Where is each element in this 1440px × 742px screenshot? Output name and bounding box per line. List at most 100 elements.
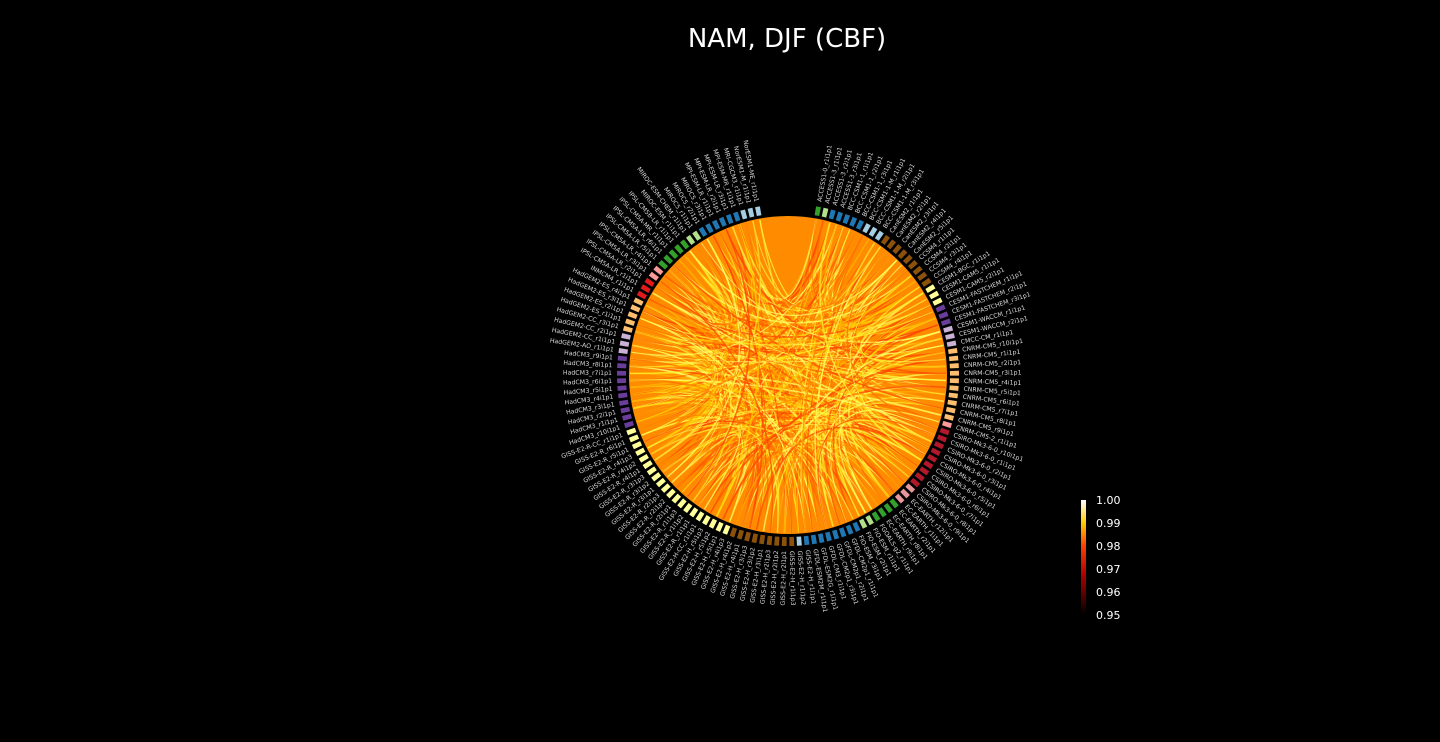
ring-segment — [644, 277, 655, 287]
ring-segment — [947, 399, 957, 406]
ring-segment — [917, 271, 928, 281]
ring-segment — [774, 536, 780, 546]
ring-segment — [736, 529, 744, 540]
ring-segment — [947, 348, 958, 355]
ring-segment — [715, 521, 724, 532]
ring-segment — [940, 318, 951, 326]
ring-segment — [814, 206, 821, 217]
ring-segment — [733, 211, 741, 222]
ring-segment — [821, 207, 829, 218]
ring-segment — [868, 226, 878, 237]
ring-segment — [638, 454, 649, 463]
ring-segment — [698, 226, 708, 237]
member-label: CNRM-CM5_r4i1p1 — [964, 378, 1022, 387]
ring-segment — [858, 518, 868, 529]
ring-segment — [930, 447, 941, 457]
ring-segment — [894, 493, 905, 504]
chord-link — [742, 451, 793, 534]
member-label: HadCM3_r8i1p1 — [563, 360, 612, 370]
colorbar-tick-label: 0.98 — [1096, 540, 1121, 553]
chord-link — [671, 438, 769, 532]
ring-segment — [810, 534, 817, 545]
member-label: GISS-E2-H_r1i1p3 — [788, 551, 796, 606]
colorbar-tick-label: 0.95 — [1096, 609, 1121, 622]
ring-segment — [640, 284, 651, 293]
ring-segment — [744, 531, 751, 542]
ring-segment — [877, 507, 887, 518]
chord-link — [673, 264, 879, 506]
ring-segment — [938, 311, 949, 320]
ring-segment — [668, 249, 679, 260]
ring-segment — [722, 524, 731, 535]
ring-segment — [914, 472, 925, 482]
member-label: CNRM-CM5_r3i1p1 — [964, 369, 1022, 377]
chord-link — [656, 286, 752, 525]
ring-segment — [927, 454, 938, 463]
ring-segment — [838, 527, 847, 538]
chord-link — [713, 235, 767, 530]
chord-link — [639, 414, 792, 534]
ring-segment — [686, 234, 696, 245]
chord-link — [811, 219, 933, 331]
ring-segment — [679, 239, 690, 250]
ring-segment — [949, 370, 960, 376]
chord-link — [631, 351, 944, 402]
ring-segment — [907, 260, 918, 270]
chord-link — [797, 250, 887, 533]
ring-segment — [883, 502, 893, 514]
ring-segment — [880, 234, 890, 245]
chord-link — [652, 292, 935, 436]
chord-link — [640, 311, 934, 346]
ring-segment — [932, 297, 943, 306]
ring-segment — [642, 460, 653, 470]
chord-link — [849, 265, 925, 455]
ring-segment — [618, 392, 628, 399]
ring-segment — [636, 290, 647, 300]
ring-segment — [912, 265, 923, 276]
ring-segment — [740, 209, 748, 220]
ring-segment — [845, 524, 854, 535]
chord-link — [630, 304, 714, 368]
chord-link — [636, 331, 713, 423]
chord-link — [632, 286, 920, 403]
ring-segment — [630, 304, 641, 313]
ring-segment — [617, 370, 627, 376]
chord-link — [716, 224, 760, 517]
ring-segment — [902, 254, 913, 265]
ring-segment — [695, 511, 705, 522]
ring-segment — [617, 363, 627, 369]
ring-segment — [943, 325, 954, 333]
ring-segment — [948, 392, 958, 399]
chord-link — [630, 379, 724, 488]
chord-link — [838, 409, 940, 513]
chord-link — [660, 280, 774, 533]
chord-link — [631, 345, 944, 363]
ring-segment — [692, 230, 702, 241]
ring-segment — [910, 477, 921, 488]
chord-link — [716, 222, 831, 517]
ring-segment — [852, 521, 861, 532]
ring-segment — [781, 536, 787, 546]
ring-segment — [625, 318, 636, 326]
ring-segment — [936, 434, 948, 443]
chord-link — [631, 390, 721, 478]
ring-segment — [646, 466, 657, 476]
member-label: HadCM3_r9i1p1 — [564, 350, 614, 362]
chord-link — [632, 292, 716, 402]
chord-link — [654, 385, 946, 461]
ring-segment — [751, 533, 759, 544]
ring-segment — [633, 297, 644, 306]
chord-link — [681, 275, 912, 493]
ring-segment — [627, 311, 638, 320]
ring-segment — [889, 498, 899, 509]
ring-segment — [618, 348, 629, 355]
ring-segment — [729, 527, 738, 538]
ring-segment — [702, 515, 711, 526]
colorbar-tick-label: 1.00 — [1096, 494, 1121, 507]
chord-link — [630, 385, 918, 467]
ring-segment — [718, 216, 727, 227]
ring-segment — [874, 230, 884, 241]
chord-link — [783, 453, 800, 534]
ring-segment — [759, 534, 766, 545]
